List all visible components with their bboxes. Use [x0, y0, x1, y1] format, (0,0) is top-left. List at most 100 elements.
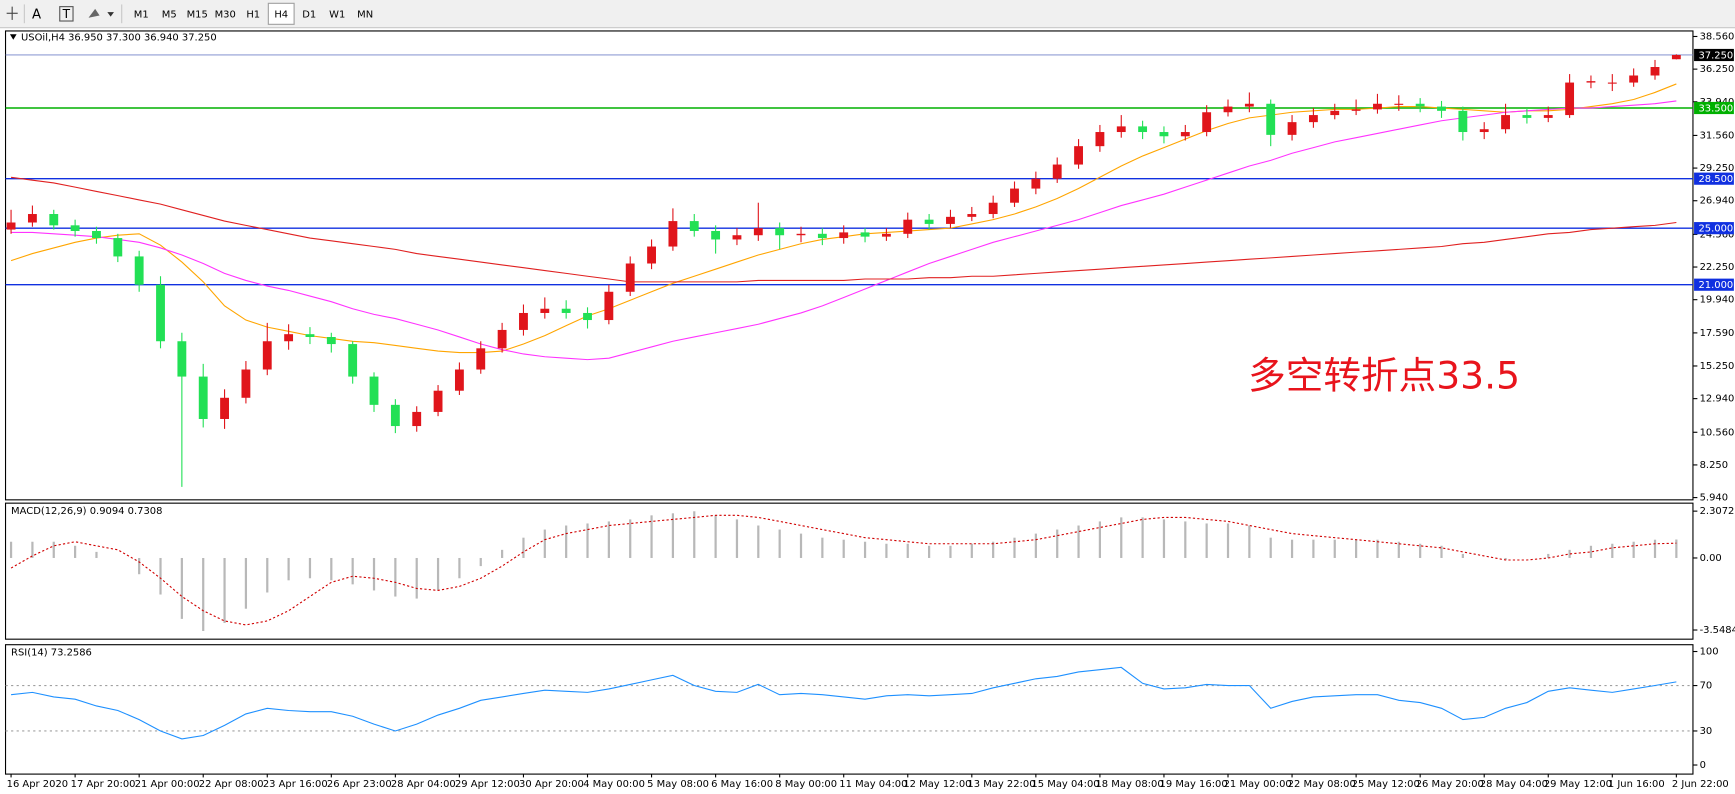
y-tick-label: 26.940 — [1700, 196, 1735, 207]
candle-body — [1031, 178, 1041, 189]
y-tick-label: 5.940 — [1700, 493, 1728, 504]
candle-body — [796, 233, 806, 236]
cursor-tool[interactable] — [6, 6, 18, 20]
candle-body — [369, 376, 379, 405]
y-tick-label: 17.590 — [1700, 328, 1735, 339]
x-tick-label: 18 May 08:00 — [1095, 779, 1163, 790]
candle-body — [284, 334, 294, 342]
symbol-menu-arrow[interactable] — [9, 34, 17, 40]
candle-body — [647, 246, 656, 264]
candle-body — [775, 228, 785, 236]
candle-body — [1394, 103, 1404, 105]
candle-body — [1330, 110, 1340, 116]
candle-body — [1586, 81, 1596, 83]
indicator-title: RSI(14) 73.2586 — [11, 647, 92, 658]
x-tick-label: 29 May 12:00 — [1544, 779, 1612, 790]
indicator-line — [11, 666, 1677, 740]
x-tick-label: 15 May 04:00 — [1031, 779, 1099, 790]
candle-body — [1308, 115, 1318, 123]
timeframe-button[interactable]: M30 — [215, 9, 236, 20]
timeframe-button[interactable]: W1 — [329, 9, 345, 20]
candle-body — [1607, 82, 1617, 84]
candle-body — [156, 284, 165, 342]
timeframe-button[interactable]: M15 — [187, 9, 208, 20]
level-label-box — [1694, 101, 1734, 115]
y-tick-label: 30 — [1700, 726, 1713, 737]
text-label-tool[interactable]: T — [62, 7, 71, 21]
timeframe-button[interactable]: M5 — [162, 9, 177, 20]
x-tick-label: 19 May 16:00 — [1160, 779, 1228, 790]
candle-body — [1351, 109, 1361, 111]
candle-body — [689, 221, 699, 231]
x-tick-label: 11 May 04:00 — [839, 779, 907, 790]
candle-body — [412, 411, 422, 427]
x-tick-label: 16 Apr 2020 — [7, 779, 68, 790]
candle-body — [262, 341, 272, 370]
x-tick-label: 25 May 12:00 — [1352, 779, 1420, 790]
level-label-box — [1694, 278, 1734, 291]
candle-body — [988, 202, 998, 215]
y-tick-label: 70 — [1700, 681, 1713, 692]
y-tick-label: 100 — [1700, 647, 1719, 658]
candle-body — [1543, 115, 1553, 118]
y-tick-label: 22.250 — [1700, 262, 1735, 273]
active-timeframe[interactable] — [267, 2, 295, 25]
timeframe-button[interactable]: D1 — [302, 9, 316, 20]
candle-body — [519, 312, 528, 330]
candle-body — [604, 291, 614, 321]
candle-body — [1202, 112, 1212, 133]
y-tick-label: 36.250 — [1700, 64, 1735, 75]
candle-body — [1415, 103, 1425, 107]
shapes-tool[interactable] — [88, 8, 114, 18]
candle-body — [198, 376, 208, 419]
y-tick-label: 29.250 — [1700, 163, 1735, 174]
candle-body — [1116, 126, 1126, 133]
y-tick-label: 19.940 — [1700, 295, 1735, 306]
candle-body — [946, 216, 955, 224]
dropdown-arrow — [107, 12, 114, 17]
x-tick-label: 5 May 08:00 — [647, 779, 709, 790]
timeframe-button[interactable]: H4 — [274, 9, 288, 20]
candle-body — [177, 341, 187, 377]
timeframe-button[interactable]: M1 — [134, 9, 149, 20]
candle-body — [1671, 54, 1681, 60]
timeframe-button[interactable]: MN — [357, 9, 373, 20]
candle-body — [924, 219, 934, 224]
macd-signal-line — [10, 514, 1677, 626]
candle-body — [1479, 129, 1489, 133]
x-tick-label: 2 Jun 22:00 — [1672, 779, 1729, 790]
y-tick-label: 0 — [1700, 760, 1706, 771]
candle-body — [1223, 106, 1233, 113]
price-panel — [4, 30, 1694, 501]
candle-body — [348, 344, 358, 377]
indicator-title: MACD(12,26,9) 0.9094 0.7308 — [11, 506, 162, 517]
candle-body — [1458, 110, 1468, 133]
candle-body — [967, 214, 977, 217]
candle-body — [476, 348, 486, 370]
timeframe-button[interactable]: H1 — [246, 9, 260, 20]
x-tick-label: 6 May 16:00 — [711, 779, 773, 790]
text-label-icon[interactable] — [59, 6, 74, 22]
candle-body — [1159, 132, 1169, 137]
y-tick-label: 8.250 — [1700, 460, 1728, 471]
candle-body — [1650, 67, 1660, 76]
x-tick-label: 22 May 08:00 — [1288, 779, 1356, 790]
x-tick-label: 26 May 20:00 — [1416, 779, 1484, 790]
moving-average — [11, 100, 1677, 361]
x-tick-label: 28 Apr 04:00 — [391, 779, 456, 790]
x-tick-label: 22 Apr 08:00 — [199, 779, 264, 790]
candle-body — [1629, 75, 1639, 83]
chart-title: USOil,H4 36.950 37.300 36.940 37.250 — [21, 33, 217, 44]
last-price-label: 37.250 — [1698, 51, 1733, 62]
y-tick-label: 24.560 — [1700, 229, 1735, 240]
y-tick-label: -3.5484 — [1700, 625, 1735, 636]
x-tick-label: 4 May 00:00 — [583, 779, 645, 790]
candle-body — [49, 214, 59, 226]
candle-body — [540, 308, 550, 313]
level-label: 28.500 — [1698, 174, 1733, 185]
text-tool[interactable]: A — [32, 7, 41, 22]
level-label: 33.500 — [1698, 104, 1733, 115]
candle-body — [583, 312, 592, 321]
